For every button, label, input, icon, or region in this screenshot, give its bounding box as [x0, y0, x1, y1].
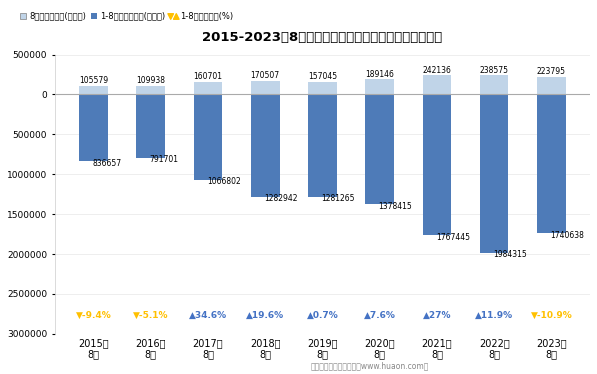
Bar	[480, 76, 509, 95]
Bar	[365, 95, 394, 205]
Bar	[136, 95, 165, 158]
Bar	[193, 95, 222, 180]
Text: 1767445: 1767445	[436, 233, 470, 242]
Bar	[193, 82, 222, 95]
Text: 1984315: 1984315	[493, 251, 527, 260]
Bar	[537, 95, 566, 233]
Text: 242136: 242136	[423, 65, 451, 74]
Text: ▲19.6%: ▲19.6%	[246, 310, 284, 319]
Text: ▲0.7%: ▲0.7%	[307, 310, 338, 319]
Text: 189146: 189146	[365, 70, 394, 79]
Bar	[79, 86, 108, 95]
Bar	[423, 75, 451, 95]
Text: 836657: 836657	[93, 159, 121, 168]
Text: ▲27%: ▲27%	[423, 310, 451, 319]
Text: 238575: 238575	[479, 66, 509, 75]
Bar	[537, 77, 566, 95]
Text: ▲7.6%: ▲7.6%	[364, 310, 396, 319]
Legend: 8月进出口总额(万美元), 1-8月进出口总额(万美元), 1-8月同比增速(%): 8月进出口总额(万美元), 1-8月进出口总额(万美元), 1-8月同比增速(%…	[16, 9, 236, 24]
Text: 1740638: 1740638	[550, 231, 584, 240]
Text: 157045: 157045	[308, 72, 337, 81]
Bar	[308, 82, 337, 95]
Text: 1378415: 1378415	[378, 202, 413, 211]
Bar	[251, 95, 279, 197]
Bar	[136, 86, 165, 95]
Text: 109938: 109938	[136, 76, 165, 85]
Text: 105579: 105579	[79, 76, 108, 85]
Text: ▼-9.4%: ▼-9.4%	[76, 310, 112, 319]
Text: 制图：华经产业研究院（www.huaon.com）: 制图：华经产业研究院（www.huaon.com）	[311, 361, 429, 370]
Bar	[308, 95, 337, 197]
Bar	[423, 95, 451, 236]
Text: 160701: 160701	[193, 72, 223, 81]
Text: 1281265: 1281265	[321, 194, 355, 203]
Title: 2015-2023年8月安徽省外商投资企业进出口总额统计图: 2015-2023年8月安徽省外商投资企业进出口总额统计图	[202, 31, 442, 44]
Bar	[480, 95, 509, 253]
Bar	[79, 95, 108, 161]
Text: 1282942: 1282942	[264, 194, 297, 203]
Text: ▲34.6%: ▲34.6%	[189, 310, 227, 319]
Text: ▲11.9%: ▲11.9%	[475, 310, 513, 319]
Text: 1066802: 1066802	[207, 177, 241, 186]
Text: ▼-5.1%: ▼-5.1%	[133, 310, 168, 319]
Text: 170507: 170507	[251, 71, 280, 80]
Text: 223795: 223795	[537, 67, 566, 76]
Bar	[365, 79, 394, 95]
Text: ▼-10.9%: ▼-10.9%	[531, 310, 573, 319]
Bar	[251, 81, 279, 95]
Text: 791701: 791701	[150, 155, 179, 164]
